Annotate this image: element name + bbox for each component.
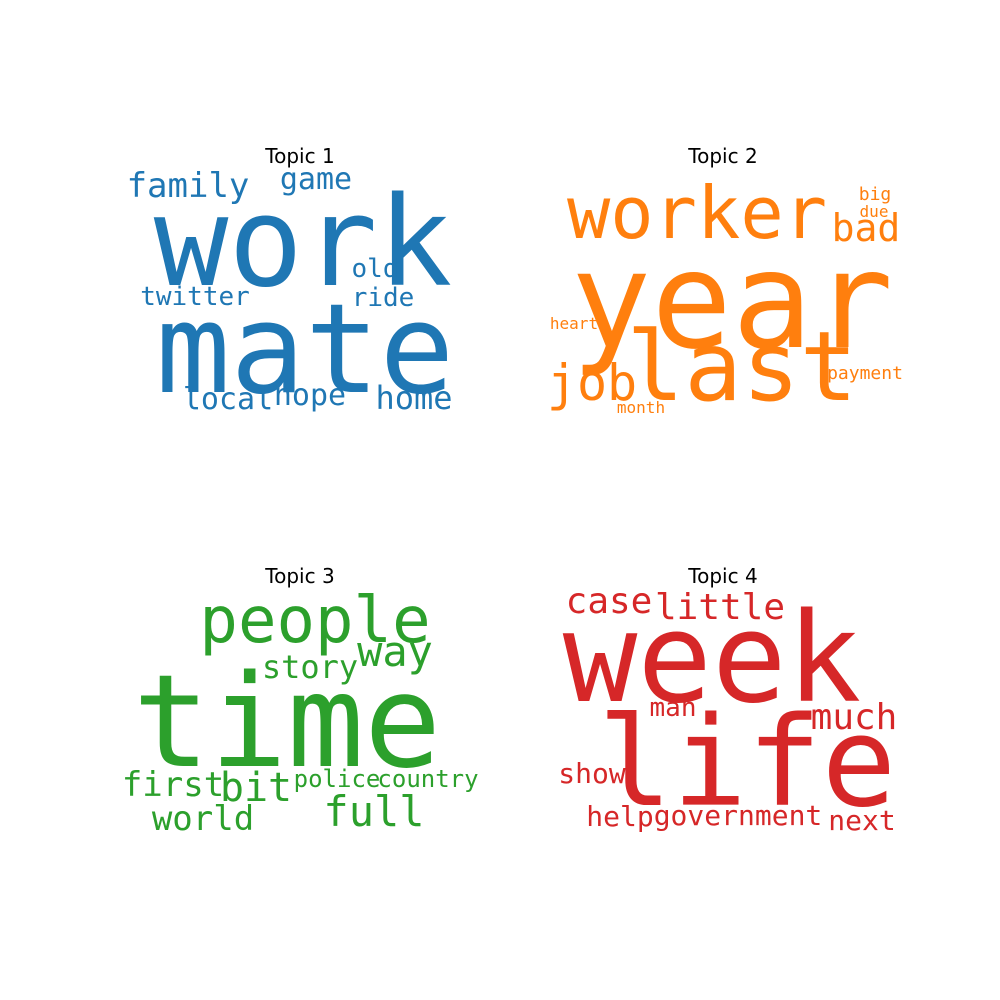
wordcloud-word: game bbox=[280, 162, 352, 197]
wordcloud-word: twitter bbox=[140, 282, 250, 312]
wordcloud-word: old bbox=[352, 254, 399, 284]
wordcloud-word: full bbox=[323, 787, 424, 836]
wordcloud-word: worker bbox=[567, 171, 827, 255]
wordcloud-word: man bbox=[650, 693, 697, 723]
wordcloud-word: story bbox=[262, 648, 358, 686]
wordcloud-word: heart bbox=[550, 314, 598, 333]
topic-title: Topic 4 bbox=[687, 564, 757, 588]
wordcloud-word: country bbox=[377, 765, 478, 793]
wordcloud-word: world bbox=[152, 799, 254, 839]
wordcloud-word: much bbox=[811, 697, 898, 738]
wordcloud-word: last bbox=[626, 311, 857, 423]
wordcloud-word: big bbox=[859, 184, 892, 205]
wordcloud-word: ride bbox=[352, 283, 415, 313]
wordcloud-word: hope bbox=[274, 378, 346, 413]
wordcloud-word: work bbox=[154, 171, 453, 315]
wordcloud-word: family bbox=[127, 166, 250, 206]
topic-title: Topic 3 bbox=[264, 564, 334, 588]
wordcloud-word: way bbox=[357, 627, 433, 676]
wordcloud-word: home bbox=[375, 379, 452, 417]
wordcloud-word: government bbox=[654, 799, 823, 832]
wordcloud-word: bad bbox=[832, 206, 901, 250]
wordcloud-word: police bbox=[294, 765, 381, 793]
topic-title: Topic 1 bbox=[264, 144, 334, 168]
wordcloud-word: week bbox=[563, 587, 862, 731]
wordcloud-word: local bbox=[183, 382, 273, 417]
wordcloud-word: life bbox=[598, 691, 897, 835]
wordcloud-word: show bbox=[558, 757, 626, 790]
wordcloud-word: little bbox=[655, 587, 785, 628]
wordcloud-word: job bbox=[547, 354, 637, 412]
wordcloud-word: first bbox=[122, 765, 224, 805]
wordcloud-word: mate bbox=[156, 278, 455, 422]
wordcloud-word: bit bbox=[220, 765, 292, 811]
topic-title: Topic 2 bbox=[687, 144, 757, 168]
wordcloud-word: case bbox=[566, 581, 653, 622]
wordcloud-word: people bbox=[199, 584, 430, 658]
wordcloud-word: help bbox=[586, 800, 653, 833]
wordcloud-word: year bbox=[571, 223, 894, 379]
wordcloud-word: month bbox=[617, 398, 665, 417]
wordcloud-word: payment bbox=[827, 363, 903, 384]
wordcloud-word: next bbox=[828, 804, 895, 837]
wordcloud-word: time bbox=[133, 648, 441, 797]
wordcloud-word: due bbox=[860, 202, 889, 221]
